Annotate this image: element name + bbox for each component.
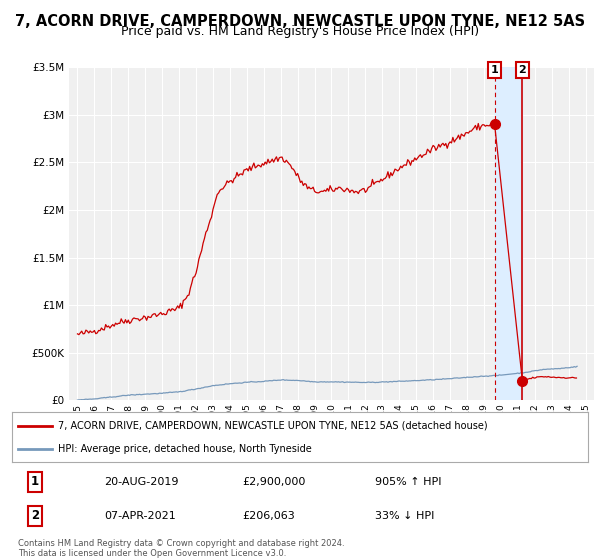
Text: This data is licensed under the Open Government Licence v3.0.: This data is licensed under the Open Gov…: [18, 549, 286, 558]
Text: Contains HM Land Registry data © Crown copyright and database right 2024.: Contains HM Land Registry data © Crown c…: [18, 539, 344, 548]
Text: 905% ↑ HPI: 905% ↑ HPI: [375, 477, 442, 487]
Text: Price paid vs. HM Land Registry's House Price Index (HPI): Price paid vs. HM Land Registry's House …: [121, 25, 479, 38]
Text: 2: 2: [31, 510, 39, 522]
Bar: [494, 67, 523, 400]
Text: HPI: Average price, detached house, North Tyneside: HPI: Average price, detached house, Nort…: [58, 445, 312, 454]
Text: 7, ACORN DRIVE, CAMPERDOWN, NEWCASTLE UPON TYNE, NE12 5AS: 7, ACORN DRIVE, CAMPERDOWN, NEWCASTLE UP…: [15, 14, 585, 29]
Text: £206,063: £206,063: [242, 511, 295, 521]
Text: £2,900,000: £2,900,000: [242, 477, 306, 487]
Text: 33% ↓ HPI: 33% ↓ HPI: [375, 511, 434, 521]
Text: 7, ACORN DRIVE, CAMPERDOWN, NEWCASTLE UPON TYNE, NE12 5AS (detached house): 7, ACORN DRIVE, CAMPERDOWN, NEWCASTLE UP…: [58, 421, 488, 431]
Text: 1: 1: [31, 475, 39, 488]
Text: 2: 2: [518, 65, 526, 75]
Text: 1: 1: [491, 65, 499, 75]
Text: 07-APR-2021: 07-APR-2021: [104, 511, 176, 521]
Text: 20-AUG-2019: 20-AUG-2019: [104, 477, 179, 487]
